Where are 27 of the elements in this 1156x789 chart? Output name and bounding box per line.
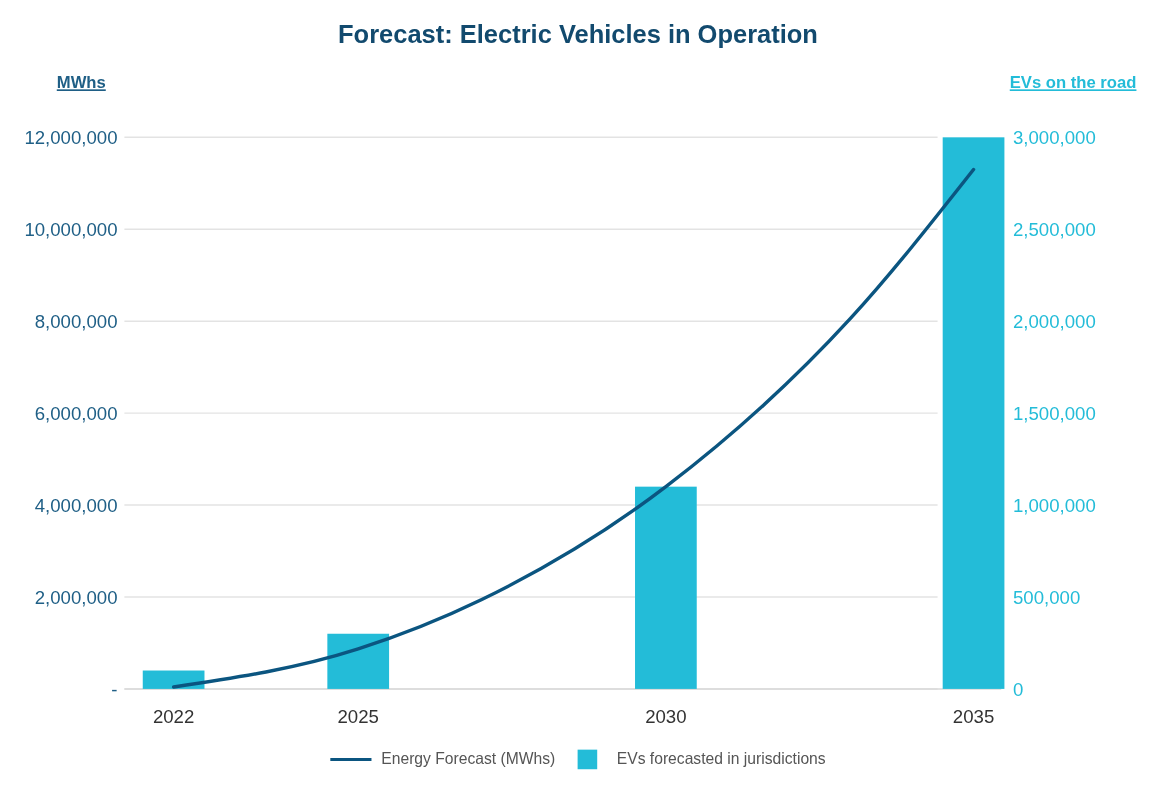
- y2-tick-label: 1,000,000: [1013, 494, 1096, 516]
- y2-tick-label: 1,500,000: [1013, 402, 1096, 424]
- y2-tick-label: 0: [1013, 678, 1024, 700]
- bar: [635, 486, 697, 689]
- y-axis-title: MWhs: [56, 73, 106, 93]
- y-tick-label: 2,000,000: [34, 586, 118, 608]
- line-series: [171, 167, 976, 689]
- legend-label: Energy Forecast (MWhs): [381, 750, 556, 768]
- chart-title: Forecast: Electric Vehicles in Operation: [338, 20, 818, 49]
- x-tick-label: 2030: [645, 706, 687, 728]
- y2-tick-label: 2,000,000: [1013, 311, 1096, 333]
- x-tick-label: 2035: [952, 706, 995, 728]
- x-tick-label: 2025: [337, 706, 379, 728]
- legend-label: EVs forecasted in jurisdictions: [616, 750, 826, 768]
- y-tick-label: 12,000,000: [24, 127, 118, 149]
- y2-tick-label: 2,500,000: [1013, 219, 1096, 241]
- bar: [327, 633, 390, 689]
- bar: [942, 137, 1005, 689]
- y2-axis-title: EVs on the road: [1009, 73, 1137, 93]
- y2-tick-label: 500,000: [1013, 586, 1081, 608]
- y-tick-label: 8,000,000: [34, 311, 118, 333]
- y-tick-label: 10,000,000: [24, 219, 118, 241]
- x-tick-label: 2022: [152, 706, 195, 728]
- y-tick-label: 4,000,000: [34, 494, 118, 516]
- y2-tick-label: 3,000,000: [1013, 127, 1096, 149]
- y-tick-label: 6,000,000: [34, 402, 118, 424]
- y-tick-label: -: [111, 678, 118, 700]
